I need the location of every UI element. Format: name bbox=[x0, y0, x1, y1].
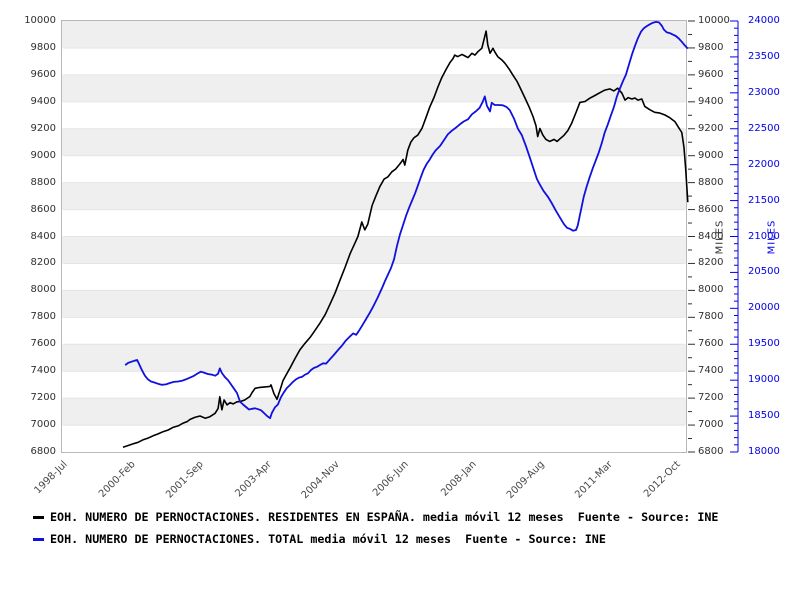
legend-label: EOH. NUMERO DE PERNOCTACIONES. TOTAL med… bbox=[50, 532, 606, 546]
y-axis-left-tick-label: 8200 bbox=[30, 257, 56, 269]
y-axis-right-tick-label: 7800 bbox=[698, 311, 724, 323]
y-axis-right2-tick-label: 19500 bbox=[748, 338, 780, 350]
y-axis-left-tick-label: 8000 bbox=[30, 284, 56, 296]
y-axis-left-tick-label: 9200 bbox=[30, 122, 56, 134]
y-axis-left-tick-label: 7600 bbox=[30, 338, 56, 350]
y-axis-right-tick-label: 8200 bbox=[698, 257, 724, 269]
legend-item-residentes: EOH. NUMERO DE PERNOCTACIONES. RESIDENTE… bbox=[33, 510, 718, 524]
y-axis-left-tick-label: 8800 bbox=[30, 176, 56, 188]
y-axis-right-tick-label: 6800 bbox=[698, 446, 724, 457]
y-axis-right-tick-label: 9400 bbox=[698, 95, 724, 107]
legend-marker-blue-line bbox=[33, 537, 44, 541]
y-axis-right-tick-label: 8600 bbox=[698, 203, 724, 215]
y-axis-right-tick-label: 7600 bbox=[698, 338, 724, 350]
y-axis-right-tick-label: 9000 bbox=[698, 149, 724, 161]
y-axis-right2-tick-label: 22000 bbox=[748, 158, 780, 170]
y-axis-left-tick-label: 7000 bbox=[30, 419, 56, 431]
y-axis-left-tick-label: 9000 bbox=[30, 149, 56, 161]
legend-label: EOH. NUMERO DE PERNOCTACIONES. RESIDENTE… bbox=[50, 510, 719, 524]
y-axis-right-tick-label: 9800 bbox=[698, 41, 724, 53]
y-axis-left-tick-label: 7800 bbox=[30, 311, 56, 323]
y-axis-right2-tick-label: 23000 bbox=[748, 86, 780, 98]
y-axis-left-tick-label: 9600 bbox=[30, 68, 56, 80]
y-axis-right2-tick-label: 18000 bbox=[748, 446, 780, 457]
y-axis-right-tick-label: 10000 bbox=[698, 15, 730, 26]
y-axis-right-tick-label: 8000 bbox=[698, 284, 724, 296]
y-axis-right2-tick-label: 18500 bbox=[748, 410, 780, 422]
legend: EOH. NUMERO DE PERNOCTACIONES. RESIDENTE… bbox=[33, 510, 718, 554]
y-axis-left-tick-label: 9800 bbox=[30, 41, 56, 53]
y-axis-left-tick-label: 8600 bbox=[30, 203, 56, 215]
y-axis-right2-tick-label: 23500 bbox=[748, 50, 780, 62]
y-axis-right2-tick-label: 21500 bbox=[748, 194, 780, 206]
y-axis-right2-tick-label: 20500 bbox=[748, 266, 780, 278]
y-axis-left-tick-label: 9400 bbox=[30, 95, 56, 107]
y-axis-left-tick-label: 6800 bbox=[30, 446, 56, 457]
y-axis-right-tick-label: 7200 bbox=[698, 392, 724, 404]
y-axis-left-tick-label: 10000 bbox=[24, 15, 56, 26]
y-axis-right-tick-label: 9200 bbox=[698, 122, 724, 134]
y-axis-right2-tick-label: 21000 bbox=[748, 230, 780, 242]
y-axis-right-tick-label: 8400 bbox=[698, 230, 724, 242]
y-axis-right-tick-label: 8800 bbox=[698, 176, 724, 188]
legend-marker-black-line bbox=[33, 515, 44, 519]
y-axis-right2-tick-label: 22500 bbox=[748, 122, 780, 134]
y-axis-right-tick-label: 7400 bbox=[698, 365, 724, 377]
y-axis-right2-tick-label: 24000 bbox=[748, 15, 780, 26]
legend-item-total: EOH. NUMERO DE PERNOCTACIONES. TOTAL med… bbox=[33, 532, 718, 546]
y-axis-left-tick-label: 8400 bbox=[30, 230, 56, 242]
y-axis-right-tick-label: 9600 bbox=[698, 68, 724, 80]
y-axis-left-tick-label: 7400 bbox=[30, 365, 56, 377]
y-axis-right2-tick-label: 20000 bbox=[748, 302, 780, 314]
plot-area bbox=[61, 20, 687, 453]
y-axis-right2-tick-label: 19000 bbox=[748, 374, 780, 386]
y-axis-right-tick-label: 7000 bbox=[698, 419, 724, 431]
y-axis-left-tick-label: 7200 bbox=[30, 392, 56, 404]
